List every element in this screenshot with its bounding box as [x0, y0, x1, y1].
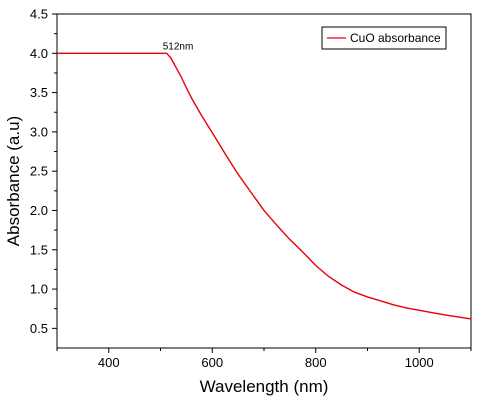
legend-box — [321, 26, 447, 50]
y-tick-label: 0.5 — [30, 321, 48, 336]
x-axis-title: Wavelength (nm) — [200, 377, 329, 396]
legend-label: CuO absorbance — [350, 31, 441, 45]
peak-annotation: 512nm — [163, 41, 194, 52]
x-axis-ticks: 400 600 800 1000 — [56, 348, 472, 370]
x-tick-label: 400 — [98, 355, 120, 370]
y-tick-label: 1.0 — [30, 282, 48, 297]
y-axis-ticks: 0.5 1.0 1.5 2.0 2.5 3.0 3.5 4.0 4.5 — [30, 7, 57, 336]
x-tick-label: 600 — [201, 355, 223, 370]
legend: CuO absorbance — [321, 26, 447, 50]
y-tick-label: 3.0 — [30, 124, 48, 139]
y-tick-label: 4.0 — [30, 46, 48, 61]
x-tick-label: 800 — [305, 355, 327, 370]
y-tick-label: 2.0 — [30, 203, 48, 218]
y-axis-title: Absorbance (a.u) — [4, 116, 23, 246]
y-tick-label: 4.5 — [30, 7, 48, 22]
series-layer — [57, 52, 472, 320]
series-line — [57, 52, 472, 320]
y-tick-label: 1.5 — [30, 242, 48, 257]
y-tick-label: 2.5 — [30, 164, 48, 179]
plot-frame — [56, 13, 472, 349]
x-tick-label: 1000 — [405, 355, 434, 370]
y-tick-label: 3.5 — [30, 85, 48, 100]
